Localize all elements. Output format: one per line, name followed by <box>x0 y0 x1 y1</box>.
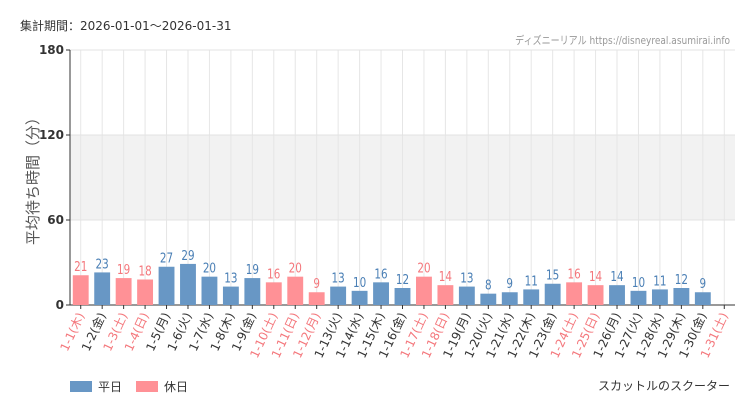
y-tick-label: 120 <box>39 128 64 142</box>
bar <box>308 292 325 305</box>
bar <box>458 286 475 305</box>
data-label: 21 <box>74 259 87 274</box>
bar <box>651 289 668 305</box>
y-axis-label: 平均待ち時間（分） <box>24 110 42 245</box>
y-tick-label: 180 <box>39 43 64 57</box>
bar <box>480 293 497 305</box>
data-label: 19 <box>117 262 130 277</box>
bar <box>244 278 261 305</box>
data-label: 14 <box>589 269 602 284</box>
data-label: 16 <box>374 266 387 281</box>
data-label: 20 <box>417 261 430 276</box>
bar <box>94 272 111 305</box>
data-label: 14 <box>610 269 623 284</box>
bar <box>416 276 432 305</box>
bar <box>201 276 218 305</box>
data-label: 14 <box>439 269 452 284</box>
y-tick-label: 0 <box>56 298 64 312</box>
data-label: 12 <box>396 272 409 287</box>
data-label: 13 <box>332 270 345 285</box>
bar <box>115 278 132 305</box>
data-label: 8 <box>485 278 492 293</box>
bar <box>222 286 239 305</box>
bar <box>287 276 304 305</box>
data-label: 15 <box>546 268 559 283</box>
bar <box>566 282 583 305</box>
data-label: 13 <box>460 270 473 285</box>
data-label: 16 <box>267 266 280 281</box>
bar <box>501 292 518 305</box>
bar <box>523 289 540 305</box>
bar <box>158 266 175 305</box>
aggregation-period: 集計期間：2026-01-01～2026-01-31 <box>20 19 232 33</box>
data-label: 23 <box>96 256 109 271</box>
bar <box>694 292 711 305</box>
bar <box>265 282 282 305</box>
bar <box>587 285 604 305</box>
site-credit: ディズニーリアル https://disneyreal.asumirai.inf… <box>515 34 730 47</box>
bar <box>373 282 389 305</box>
data-label: 19 <box>246 262 259 277</box>
legend-weekday-label: 平日 <box>98 380 123 394</box>
bar <box>437 285 454 305</box>
bar <box>351 290 368 305</box>
data-label: 10 <box>632 275 645 290</box>
bar <box>609 285 625 305</box>
data-label: 11 <box>525 273 538 288</box>
data-label: 11 <box>653 273 666 288</box>
data-label: 13 <box>224 270 237 285</box>
attraction-name: スカットルのスクーター <box>597 379 730 393</box>
data-label: 29 <box>181 248 194 263</box>
weekday-swatch <box>70 381 92 392</box>
data-label: 18 <box>138 263 151 278</box>
data-label: 9 <box>700 276 707 291</box>
data-label: 9 <box>506 276 513 291</box>
bar <box>72 275 89 305</box>
bar <box>330 286 347 305</box>
data-label: 16 <box>567 266 580 281</box>
bar <box>630 290 647 305</box>
legend-holiday-label: 休日 <box>164 380 189 394</box>
holiday-swatch <box>136 381 158 392</box>
bar <box>180 263 196 305</box>
data-label: 9 <box>313 276 320 291</box>
legend-holiday: 休日 <box>136 378 188 395</box>
bar <box>673 288 690 305</box>
data-label: 20 <box>203 261 216 276</box>
legend-weekday: 平日 <box>70 378 122 395</box>
bar <box>137 279 154 305</box>
data-label: 27 <box>160 251 173 266</box>
y-tick-label: 60 <box>47 213 64 227</box>
data-label: 10 <box>353 275 366 290</box>
data-label: 20 <box>289 261 302 276</box>
data-label: 12 <box>675 272 688 287</box>
bar <box>394 288 411 305</box>
bar <box>544 283 561 305</box>
